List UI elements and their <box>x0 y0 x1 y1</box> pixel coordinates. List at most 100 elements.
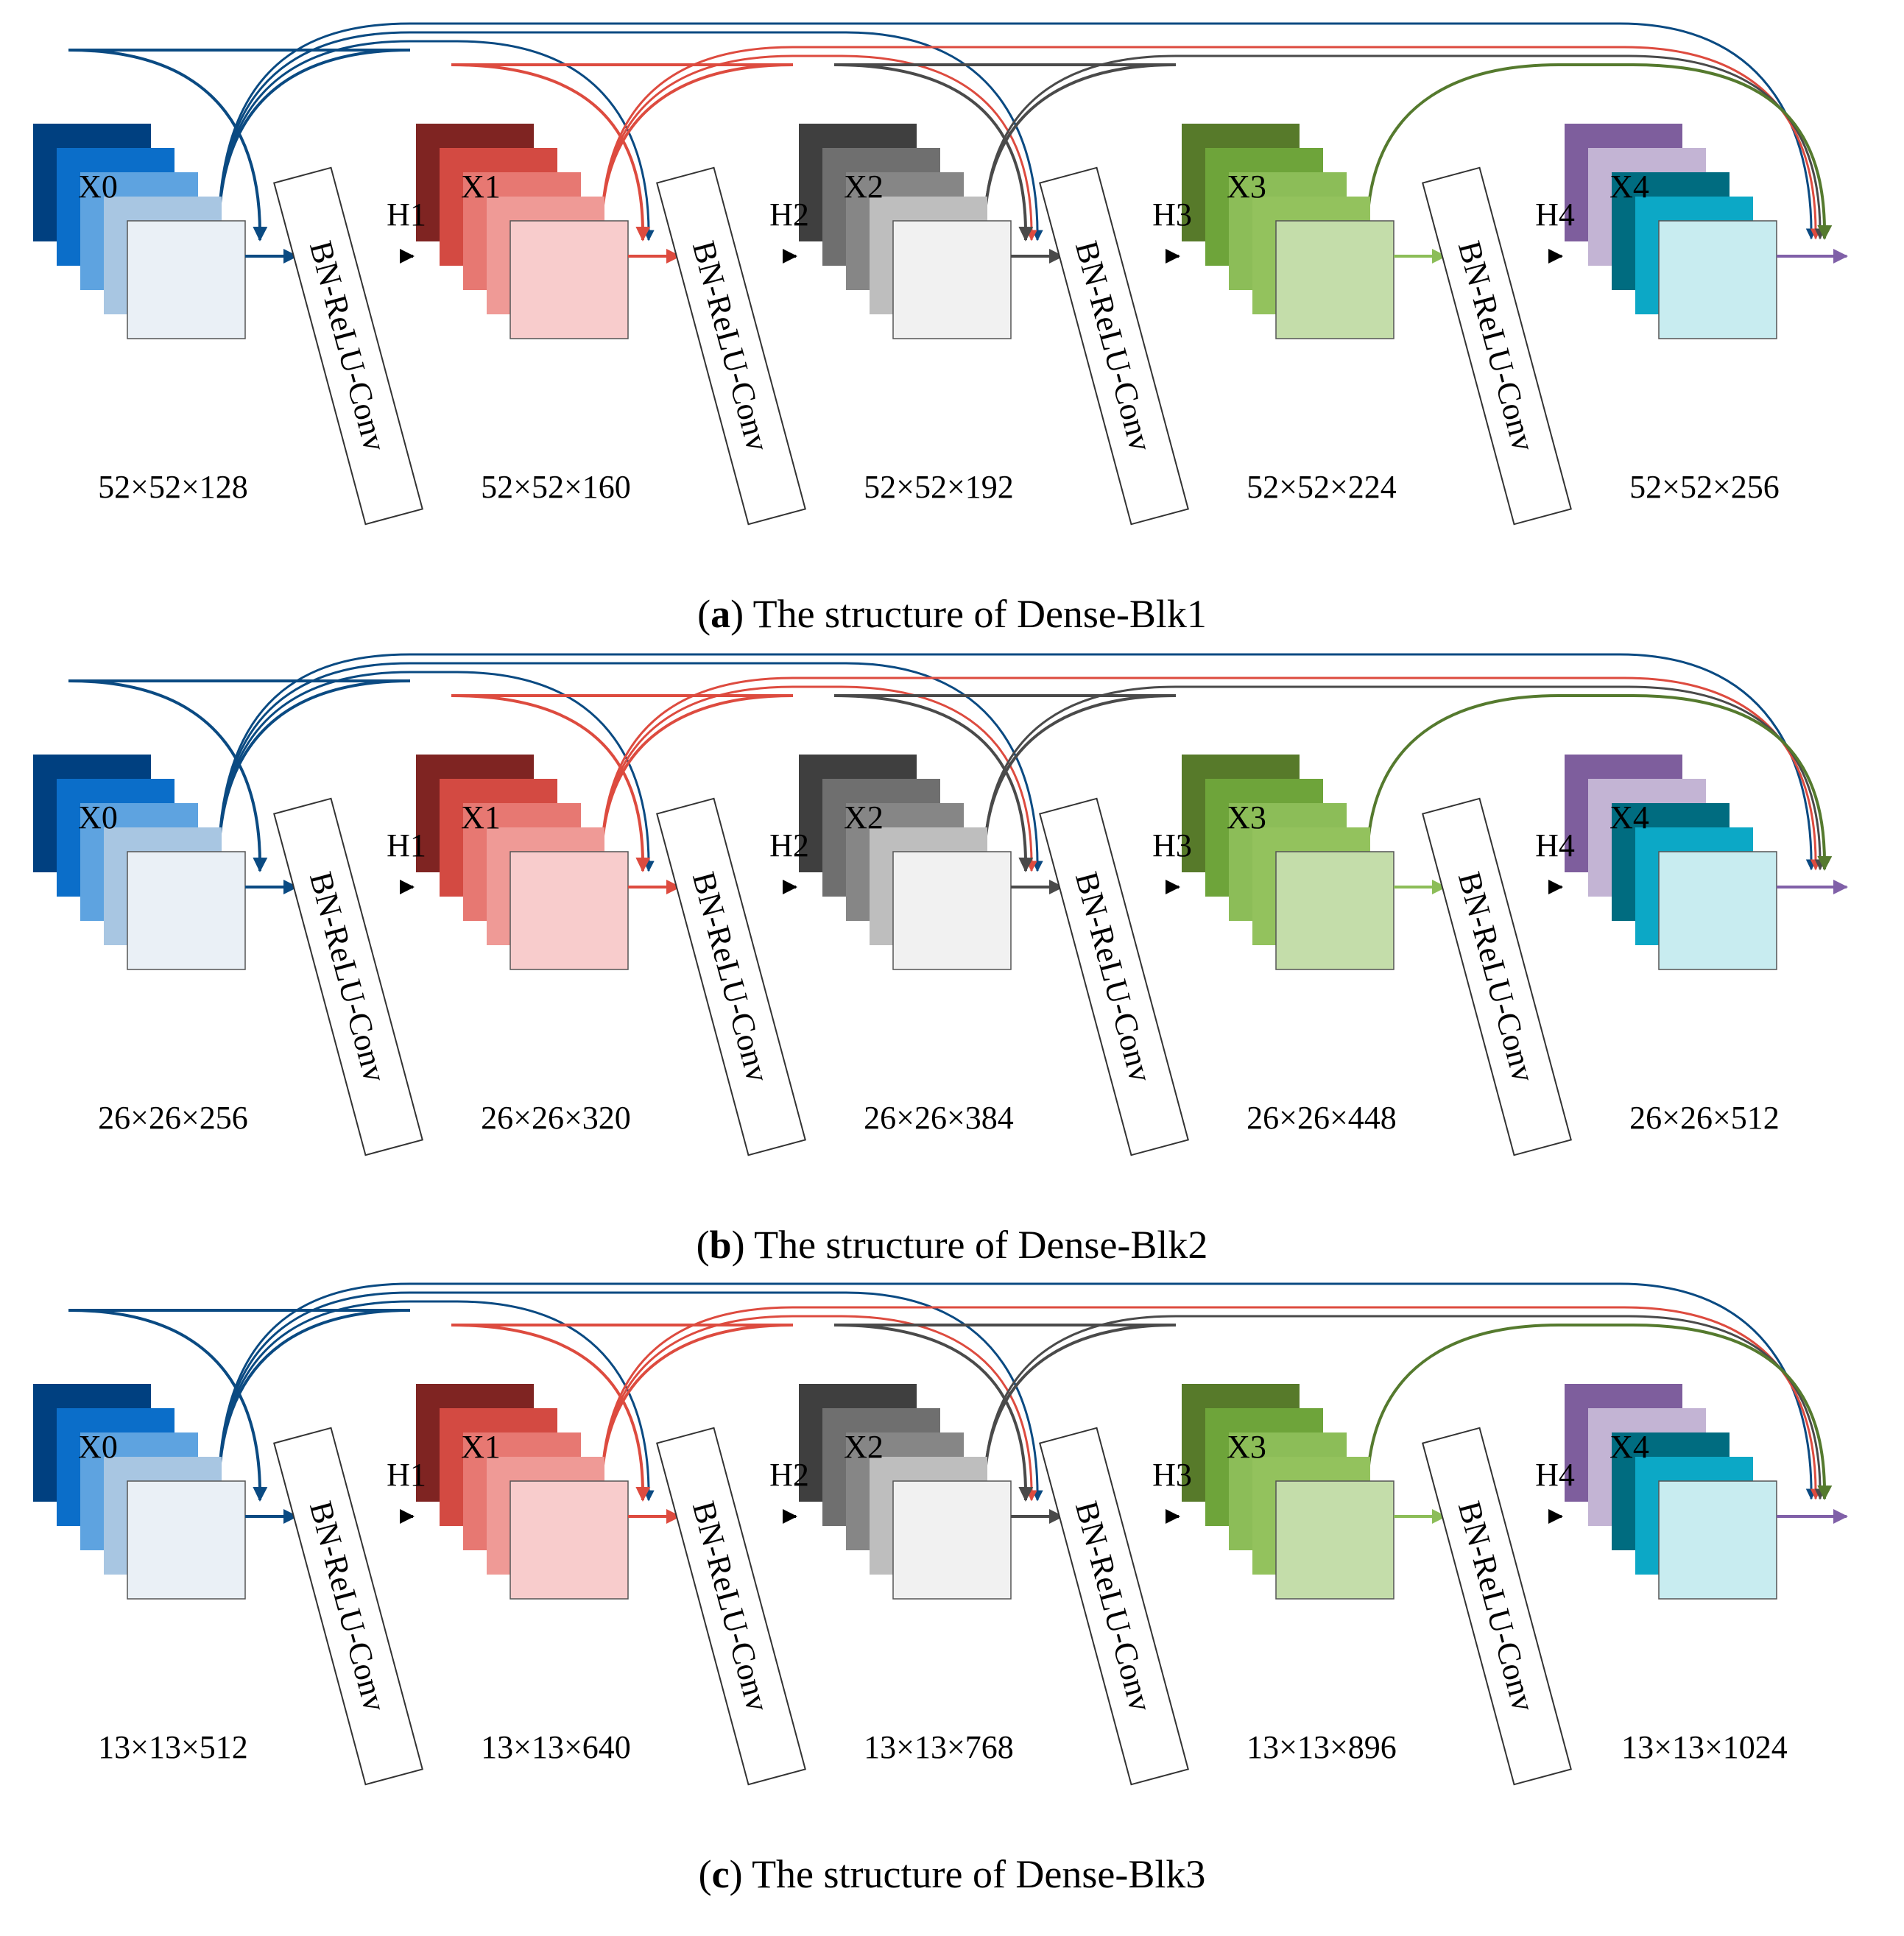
feature-map-x2-layer-4 <box>892 1480 1012 1600</box>
feature-stack-x2: X2 26×26×384 <box>799 755 1014 1136</box>
layer-label-h3: H3 <box>1152 1457 1192 1493</box>
feature-stack-x1: X1 26×26×320 <box>416 755 631 1136</box>
op-box-frame <box>656 166 806 526</box>
layer-label-h4: H4 <box>1535 1457 1575 1493</box>
feature-map-x3-layer-4 <box>1275 851 1394 970</box>
block-label-x4: X4 <box>1609 169 1649 205</box>
feature-stack-x2: X2 52×52×192 <box>799 124 1014 505</box>
feature-stack-x0: X0 13×13×512 <box>33 1384 248 1765</box>
skip-arc-x1-to-x4 <box>600 676 1822 871</box>
feature-map-x1-layer-4 <box>510 1480 629 1600</box>
panel-c: X0 13×13×512 X1 13×13×640 X2 13×13×768 X3 13×13… <box>33 1282 1848 1896</box>
skip-arc-x0-to-x1 <box>68 679 411 872</box>
feature-map-x0-layer-4 <box>127 1480 246 1600</box>
dimension-label-x3: 52×52×224 <box>1247 469 1397 505</box>
layer-label-h4: H4 <box>1535 827 1575 863</box>
feature-map-x3-layer-4 <box>1275 220 1394 339</box>
dimension-label-x4: 52×52×256 <box>1629 469 1780 505</box>
skip-arc-x2-to-x4 <box>983 685 1826 871</box>
skip-arc-x0-to-x1 <box>68 1309 411 1502</box>
feature-stack-x2: X2 13×13×768 <box>799 1384 1014 1765</box>
skip-arc-x2-to-x3 <box>833 1324 1177 1502</box>
block-label-x4: X4 <box>1609 799 1649 835</box>
skip-arc-x3-to-x4 <box>1366 694 1833 871</box>
dimension-label-x3: 26×26×448 <box>1247 1100 1397 1136</box>
block-label-x0: X0 <box>78 1429 118 1465</box>
skip-arc-x3-to-x4 <box>1366 63 1833 240</box>
skip-connections <box>68 22 1833 241</box>
block-label-x3: X3 <box>1227 169 1266 205</box>
caption-text: The structure of Dense-Blk1 <box>744 592 1207 636</box>
skip-arc-x0-to-x2 <box>217 40 655 241</box>
feature-map-x0-layer-4 <box>127 851 246 970</box>
skip-arc-x0-to-x3 <box>217 662 1043 872</box>
feature-map-x0-layer-4 <box>127 220 246 339</box>
skip-arc-x0-to-x4 <box>217 653 1817 871</box>
layer-label-h1: H1 <box>387 827 426 863</box>
caption-text: The structure of Dense-Blk2 <box>745 1223 1208 1267</box>
feature-map-x1-layer-4 <box>510 220 629 339</box>
dimension-label-x2: 26×26×384 <box>864 1100 1014 1136</box>
op-box-frame <box>656 797 806 1156</box>
op-box-frame <box>1039 166 1189 526</box>
dimension-label-x0: 52×52×128 <box>98 469 248 505</box>
skip-connections <box>68 653 1833 872</box>
feature-stack-x4: X4 13×13×1024 <box>1565 1384 1788 1765</box>
block-label-x4: X4 <box>1609 1429 1649 1465</box>
skip-arc-x3-to-x4 <box>1366 1324 1833 1500</box>
dimension-label-x0: 13×13×512 <box>98 1729 248 1765</box>
skip-arc-x0-to-x4 <box>217 22 1817 240</box>
skip-arc-x0-to-x4 <box>217 1282 1817 1500</box>
op-box-frame <box>1422 1427 1572 1786</box>
feature-stack-x0: X0 26×26×256 <box>33 755 248 1136</box>
dimension-label-x3: 13×13×896 <box>1247 1729 1397 1765</box>
skip-arc-x0-to-x3 <box>217 1291 1043 1502</box>
caption-letter: c <box>712 1852 730 1896</box>
feature-stack-x4: X4 52×52×256 <box>1565 124 1780 505</box>
feature-map-x1-layer-4 <box>510 851 629 970</box>
dimension-label-x2: 13×13×768 <box>864 1729 1014 1765</box>
op-box-frame <box>1039 797 1189 1156</box>
skip-arc-x0-to-x2 <box>217 671 655 872</box>
feature-map-x4-layer-4 <box>1658 220 1777 339</box>
skip-arc-x0-to-x2 <box>217 1300 655 1502</box>
block-label-x3: X3 <box>1227 799 1266 835</box>
dimension-label-x4: 26×26×512 <box>1629 1100 1780 1136</box>
layer-label-h4: H4 <box>1535 197 1575 233</box>
layer-label-h2: H2 <box>769 827 809 863</box>
feature-stack-x4: X4 26×26×512 <box>1565 755 1780 1136</box>
layer-label-h1: H1 <box>387 197 426 233</box>
skip-arc-x1-to-x2 <box>451 1324 794 1502</box>
skip-arc-x1-to-x2 <box>451 63 794 241</box>
layer-label-h2: H2 <box>769 1457 809 1493</box>
layer-label-h1: H1 <box>387 1457 426 1493</box>
caption-text: The structure of Dense-Blk3 <box>743 1852 1206 1896</box>
skip-arc-x1-to-x2 <box>451 694 794 872</box>
skip-arc-x1-to-x3 <box>600 685 1037 872</box>
skip-arc-x1-to-x4 <box>600 1306 1822 1500</box>
dimension-label-x1: 13×13×640 <box>481 1729 631 1765</box>
block-label-x3: X3 <box>1227 1429 1266 1465</box>
panel-b: X0 26×26×256 X1 26×26×320 X2 26×26×384 X3 26×26… <box>33 653 1848 1267</box>
op-box-frame <box>1422 166 1572 526</box>
op-box-frame <box>273 166 423 526</box>
layer-label-h3: H3 <box>1152 197 1192 233</box>
block-label-x0: X0 <box>78 169 118 205</box>
block-label-x2: X2 <box>844 169 884 205</box>
dimension-label-x4: 13×13×1024 <box>1621 1729 1788 1765</box>
block-label-x1: X1 <box>461 799 501 835</box>
layer-label-h3: H3 <box>1152 827 1192 863</box>
op-box-frame <box>1039 1427 1189 1786</box>
block-label-x2: X2 <box>844 1429 884 1465</box>
block-label-x1: X1 <box>461 169 501 205</box>
op-box-frame <box>656 1427 806 1786</box>
feature-stack-x0: X0 52×52×128 <box>33 124 248 505</box>
dimension-label-x2: 52×52×192 <box>864 469 1014 505</box>
skip-arc-x1-to-x3 <box>600 54 1037 241</box>
feature-map-x3-layer-4 <box>1275 1480 1394 1600</box>
skip-arc-x1-to-x3 <box>600 1315 1037 1502</box>
op-box-frame <box>273 797 423 1156</box>
panel-caption: (a) The structure of Dense-Blk1 <box>697 592 1207 636</box>
panel-a: X0 52×52×128 X1 52×52×160 X2 52×52×192 X3 52×52… <box>33 22 1848 636</box>
